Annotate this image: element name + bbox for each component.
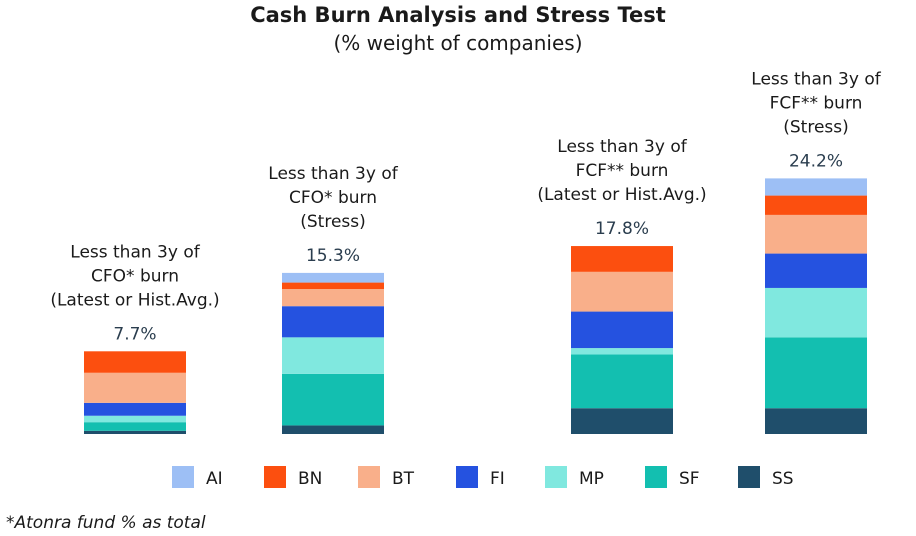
bar-segment-bt-4 bbox=[765, 214, 867, 254]
bar-segment-mp-4 bbox=[765, 287, 867, 338]
bar-segment-ss-4 bbox=[765, 408, 867, 434]
bar-segment-fi-1 bbox=[84, 402, 186, 416]
bar-segment-ai-2 bbox=[282, 272, 384, 283]
category-label-4-line-3: (Stress) bbox=[783, 117, 849, 137]
legend-swatch-bt bbox=[358, 466, 380, 488]
bars-layer bbox=[84, 178, 867, 434]
bar-segment-ss-1 bbox=[84, 430, 186, 434]
legend-label-sf: SF bbox=[679, 469, 700, 489]
category-label-4-line-1: Less than 3y of bbox=[751, 69, 881, 89]
bar-segment-fi-2 bbox=[282, 306, 384, 338]
bar-segment-ai-4 bbox=[765, 178, 867, 196]
bar-segment-fi-3 bbox=[571, 311, 673, 349]
category-label-1-line-3: (Latest or Hist.Avg.) bbox=[50, 290, 219, 310]
category-label-3-line-3: (Latest or Hist.Avg.) bbox=[537, 185, 706, 205]
legend-label-ai: AI bbox=[206, 469, 223, 489]
bar-segment-sf-1 bbox=[84, 422, 186, 431]
legend-label-bt: BT bbox=[392, 469, 415, 489]
bar-segment-bn-4 bbox=[765, 195, 867, 215]
category-label-1-line-1: Less than 3y of bbox=[70, 242, 200, 262]
category-label-3-line-1: Less than 3y of bbox=[557, 137, 687, 157]
bar-total-label-3: 17.8% bbox=[595, 219, 649, 239]
bar-segment-mp-3 bbox=[571, 348, 673, 355]
bar-segment-ss-2 bbox=[282, 425, 384, 434]
bar-segment-ss-3 bbox=[571, 408, 673, 434]
bar-segment-sf-3 bbox=[571, 354, 673, 409]
chart-title: Cash Burn Analysis and Stress Test bbox=[250, 3, 666, 27]
legend-label-ss: SS bbox=[772, 469, 794, 489]
category-label-3-line-2: FCF** burn bbox=[576, 161, 669, 181]
bar-segment-mp-2 bbox=[282, 337, 384, 374]
chart-subtitle: (% weight of companies) bbox=[333, 31, 582, 55]
category-label-2-line-3: (Stress) bbox=[300, 212, 366, 232]
legend-swatch-mp bbox=[545, 466, 567, 488]
labels-layer: 7.7% Less than 3y of CFO* burn (Latest or H… bbox=[50, 69, 881, 344]
bar-segment-sf-4 bbox=[765, 337, 867, 409]
bar-segment-bt-1 bbox=[84, 372, 186, 403]
legend-swatch-ss bbox=[738, 466, 760, 488]
legend-swatch-ai bbox=[172, 466, 194, 488]
bar-segment-mp-1 bbox=[84, 415, 186, 423]
bar-segment-sf-2 bbox=[282, 373, 384, 426]
category-label-2-line-1: Less than 3y of bbox=[268, 164, 398, 184]
bar-segment-bn-2 bbox=[282, 282, 384, 290]
category-label-4-line-2: FCF** burn bbox=[770, 93, 863, 113]
legend-swatch-bn bbox=[264, 466, 286, 488]
legend-swatch-sf bbox=[645, 466, 667, 488]
legend-label-fi: FI bbox=[490, 469, 505, 489]
bar-segment-bn-3 bbox=[571, 246, 673, 272]
category-label-1-line-2: CFO* burn bbox=[91, 266, 179, 286]
legend-swatch-fi bbox=[456, 466, 478, 488]
bar-segment-bn-1 bbox=[84, 351, 186, 373]
bar-total-label-2: 15.3% bbox=[306, 246, 360, 266]
category-label-2-line-2: CFO* burn bbox=[289, 188, 377, 208]
bar-segment-bt-2 bbox=[282, 289, 384, 307]
bar-segment-fi-4 bbox=[765, 253, 867, 288]
legend-label-mp: MP bbox=[579, 469, 604, 489]
legend: AI BN BT FI MP SF SS bbox=[172, 466, 794, 489]
bar-total-label-4: 24.2% bbox=[789, 151, 843, 171]
footnote: *Atonra fund % as total bbox=[6, 513, 206, 533]
legend-label-bn: BN bbox=[298, 469, 322, 489]
bar-segment-bt-3 bbox=[571, 271, 673, 312]
bar-total-label-1: 7.7% bbox=[113, 324, 156, 344]
